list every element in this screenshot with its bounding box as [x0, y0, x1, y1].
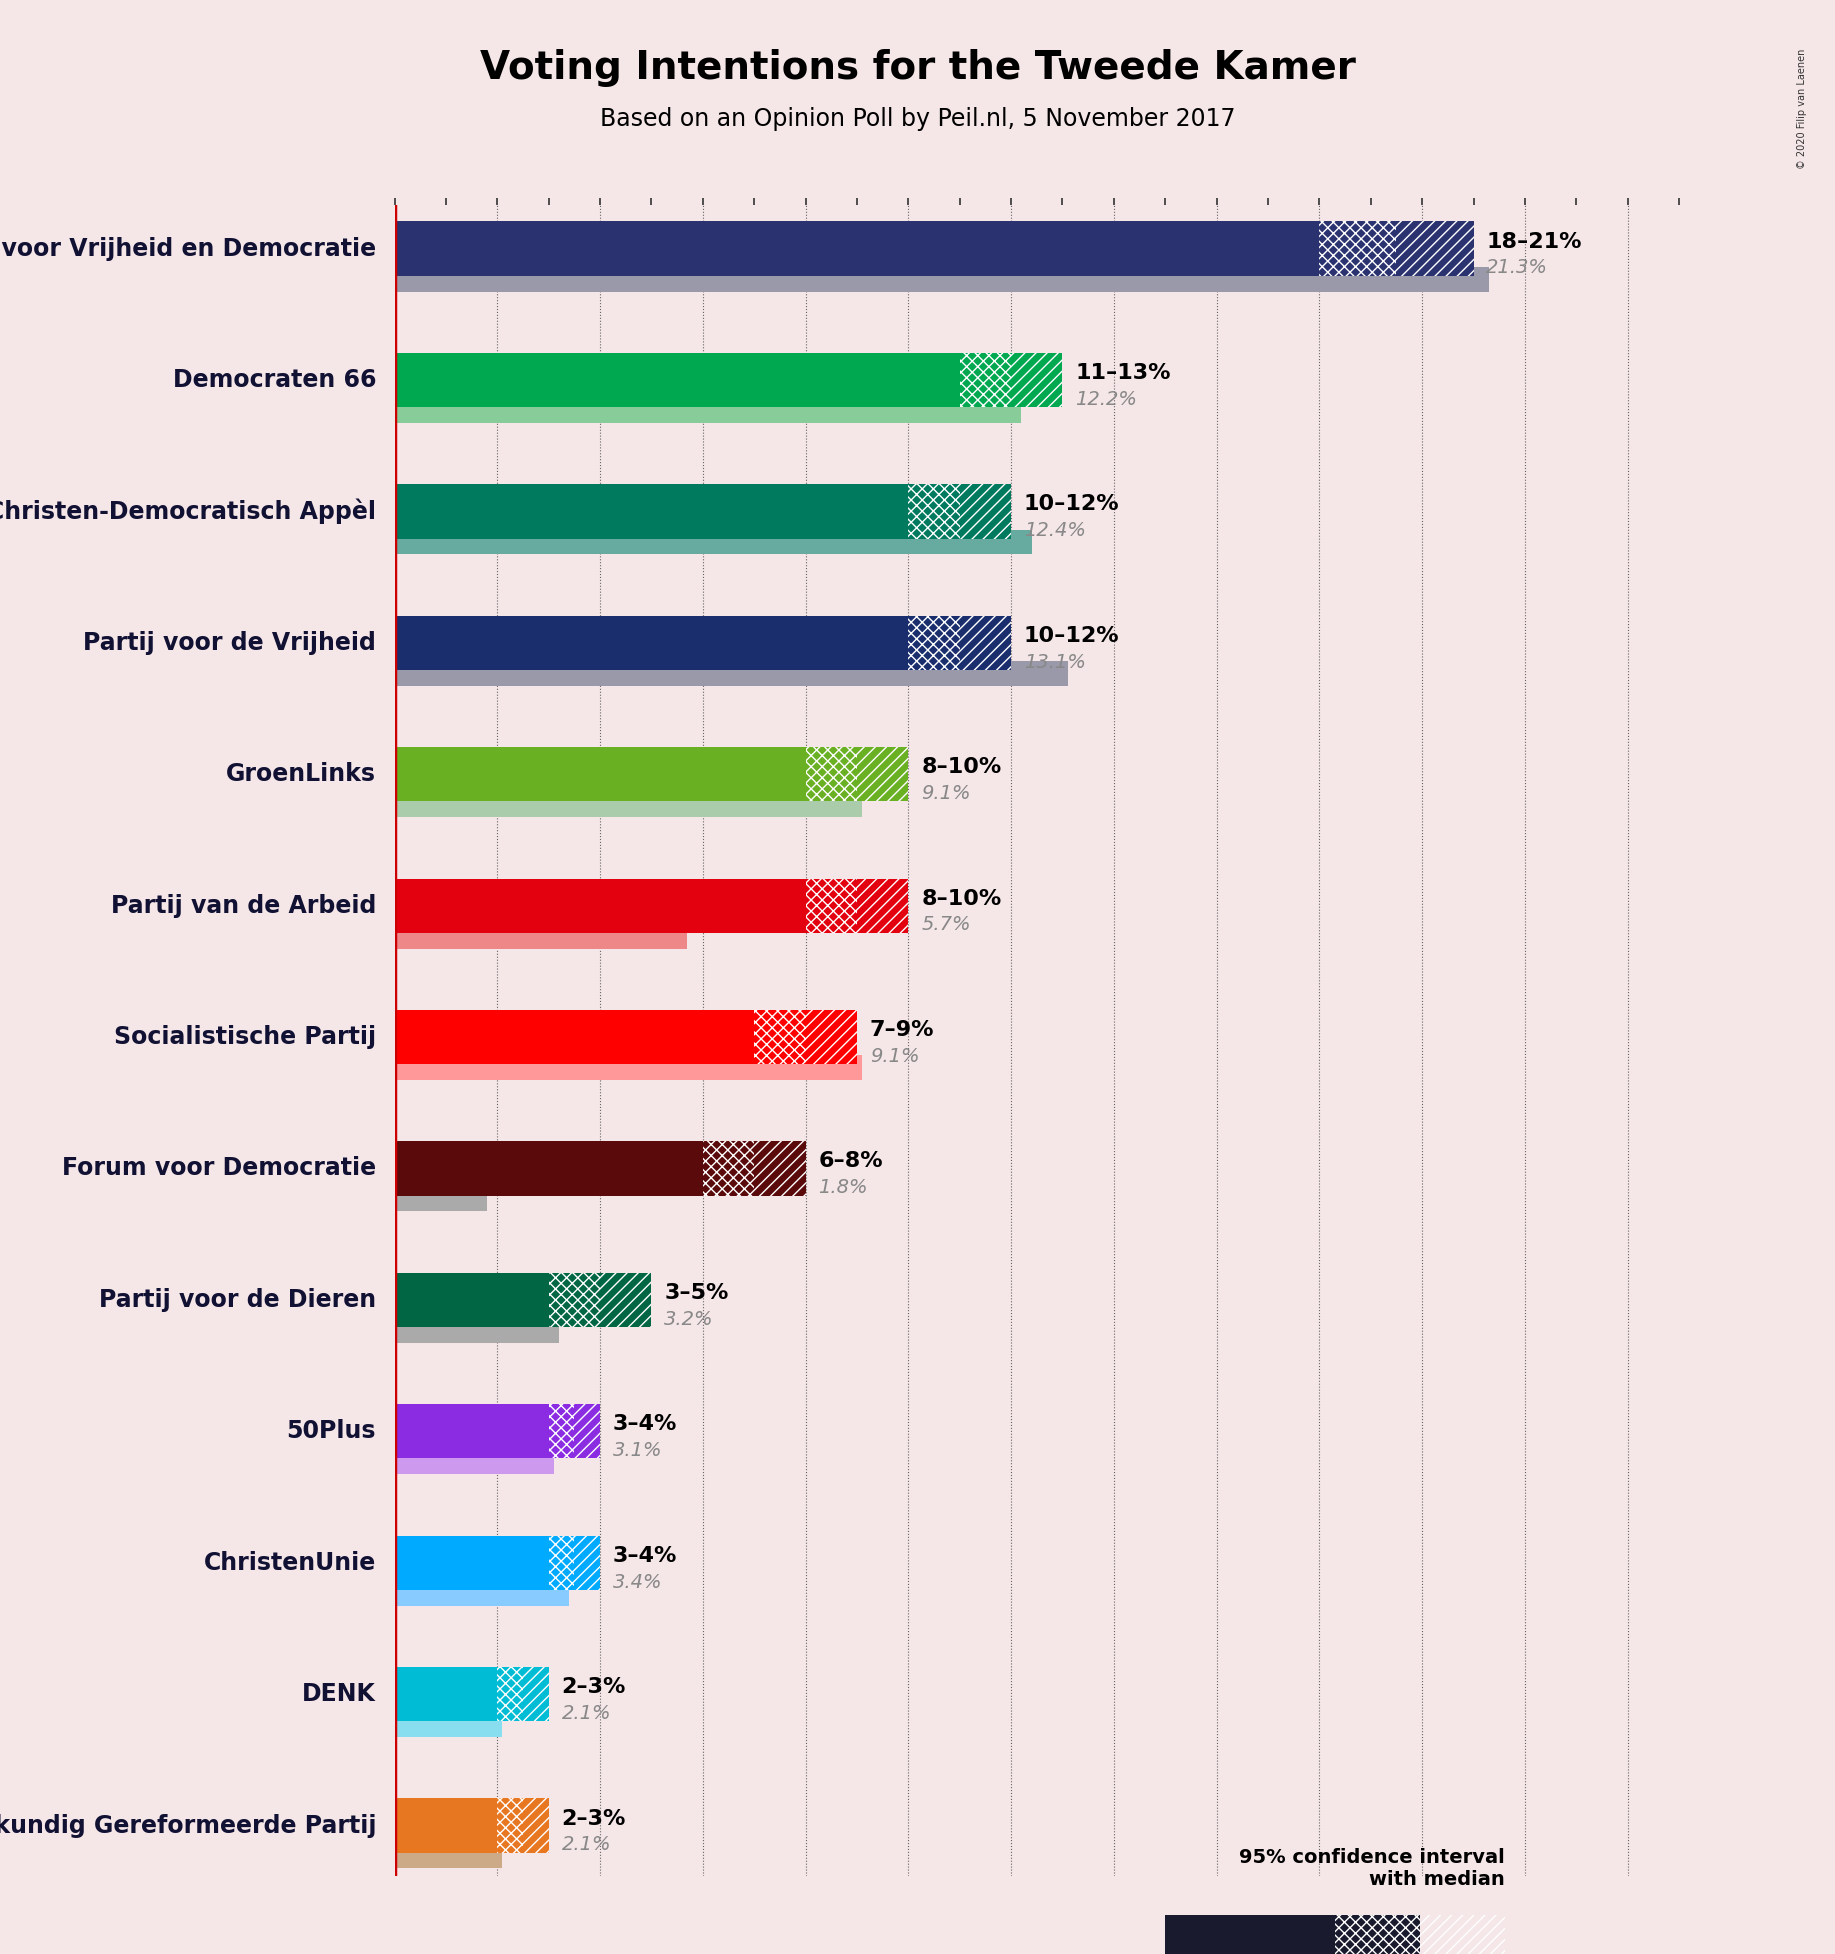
- Bar: [1420, 1915, 1505, 1954]
- Bar: [395, 1141, 703, 1196]
- Text: 3–4%: 3–4%: [613, 1415, 677, 1434]
- Bar: [574, 1536, 600, 1591]
- Bar: [857, 879, 908, 932]
- Text: 8–10%: 8–10%: [921, 889, 1002, 909]
- Bar: [395, 268, 1488, 291]
- Bar: [497, 1667, 523, 1721]
- Text: Forum voor Democratie: Forum voor Democratie: [62, 1157, 376, 1180]
- Text: 11–13%: 11–13%: [1075, 363, 1171, 383]
- Bar: [395, 1450, 554, 1473]
- Bar: [754, 1141, 806, 1196]
- Bar: [806, 879, 857, 932]
- Bar: [395, 1845, 503, 1868]
- Bar: [1165, 1915, 1334, 1954]
- Bar: [395, 879, 806, 932]
- Bar: [1396, 221, 1474, 276]
- Text: 10–12%: 10–12%: [1024, 494, 1119, 514]
- Bar: [806, 746, 857, 801]
- Text: 9.1%: 9.1%: [921, 784, 971, 803]
- Text: 95% confidence interval
with median: 95% confidence interval with median: [1239, 1848, 1505, 1890]
- Bar: [395, 1010, 754, 1065]
- Bar: [960, 616, 1011, 670]
- Bar: [395, 530, 1031, 555]
- Bar: [857, 746, 908, 801]
- Bar: [395, 924, 688, 948]
- Text: Partij van de Arbeid: Partij van de Arbeid: [110, 893, 376, 918]
- Text: DENK: DENK: [303, 1682, 376, 1706]
- Text: 2–3%: 2–3%: [562, 1809, 626, 1829]
- Text: Volkspartij voor Vrijheid en Democratie: Volkspartij voor Vrijheid en Democratie: [0, 236, 376, 260]
- Bar: [395, 1581, 569, 1606]
- Bar: [395, 399, 1022, 422]
- Bar: [497, 1798, 523, 1852]
- Text: 3.2%: 3.2%: [664, 1309, 714, 1329]
- Bar: [395, 1405, 549, 1458]
- Bar: [908, 616, 960, 670]
- Text: 3–4%: 3–4%: [613, 1546, 677, 1565]
- Bar: [703, 1141, 754, 1196]
- Text: 12.4%: 12.4%: [1024, 522, 1086, 539]
- Bar: [960, 354, 1011, 406]
- Text: Christen-Democratisch Appèl: Christen-Democratisch Appèl: [0, 498, 376, 524]
- Bar: [395, 1536, 549, 1591]
- Text: Voting Intentions for the Tweede Kamer: Voting Intentions for the Tweede Kamer: [479, 49, 1356, 86]
- Text: 8–10%: 8–10%: [921, 758, 1002, 778]
- Bar: [549, 1272, 600, 1327]
- Text: 1.8%: 1.8%: [818, 1178, 868, 1198]
- Text: 5.7%: 5.7%: [921, 916, 971, 934]
- Bar: [960, 485, 1011, 539]
- Bar: [1011, 354, 1062, 406]
- Text: 13.1%: 13.1%: [1024, 653, 1086, 672]
- Text: 12.2%: 12.2%: [1075, 389, 1138, 408]
- Bar: [549, 1536, 574, 1591]
- Text: 21.3%: 21.3%: [1486, 258, 1549, 277]
- Text: Partij voor de Vrijheid: Partij voor de Vrijheid: [83, 631, 376, 655]
- Text: Based on an Opinion Poll by Peil.nl, 5 November 2017: Based on an Opinion Poll by Peil.nl, 5 N…: [600, 107, 1235, 131]
- Bar: [395, 1798, 497, 1852]
- Bar: [395, 793, 862, 817]
- Text: Socialistische Partij: Socialistische Partij: [114, 1026, 376, 1049]
- Text: 18–21%: 18–21%: [1486, 233, 1582, 252]
- Text: ChristenUnie: ChristenUnie: [204, 1551, 376, 1575]
- Bar: [806, 1010, 857, 1065]
- Text: Staatkundig Gereformeerde Partij: Staatkundig Gereformeerde Partij: [0, 1813, 376, 1837]
- Bar: [395, 485, 908, 539]
- Text: 3.1%: 3.1%: [613, 1442, 662, 1460]
- Bar: [395, 746, 806, 801]
- Bar: [395, 660, 1068, 686]
- Bar: [908, 485, 960, 539]
- Bar: [754, 1010, 806, 1065]
- Bar: [395, 354, 960, 406]
- Text: 7–9%: 7–9%: [870, 1020, 934, 1040]
- Bar: [395, 1055, 862, 1081]
- Bar: [395, 1319, 560, 1342]
- Bar: [549, 1405, 574, 1458]
- Text: 50Plus: 50Plus: [286, 1419, 376, 1444]
- Text: 10–12%: 10–12%: [1024, 625, 1119, 647]
- Bar: [395, 221, 1319, 276]
- Text: 3.4%: 3.4%: [613, 1573, 662, 1591]
- Bar: [574, 1405, 600, 1458]
- Bar: [395, 1667, 497, 1721]
- Bar: [523, 1798, 549, 1852]
- Text: Partij voor de Dieren: Partij voor de Dieren: [99, 1288, 376, 1311]
- Bar: [600, 1272, 651, 1327]
- Text: GroenLinks: GroenLinks: [226, 762, 376, 786]
- Bar: [1319, 221, 1396, 276]
- Bar: [523, 1667, 549, 1721]
- Text: 2–3%: 2–3%: [562, 1677, 626, 1698]
- Bar: [395, 1272, 549, 1327]
- Text: 2.1%: 2.1%: [562, 1704, 611, 1723]
- Bar: [1334, 1915, 1420, 1954]
- Text: Democraten 66: Democraten 66: [172, 367, 376, 393]
- Bar: [395, 1712, 503, 1737]
- Text: © 2020 Filip van Laenen: © 2020 Filip van Laenen: [1798, 49, 1807, 170]
- Text: 9.1%: 9.1%: [870, 1047, 919, 1065]
- Text: 2.1%: 2.1%: [562, 1835, 611, 1854]
- Text: 3–5%: 3–5%: [664, 1284, 728, 1303]
- Bar: [395, 616, 908, 670]
- Bar: [395, 1186, 486, 1211]
- Text: 6–8%: 6–8%: [818, 1151, 883, 1172]
